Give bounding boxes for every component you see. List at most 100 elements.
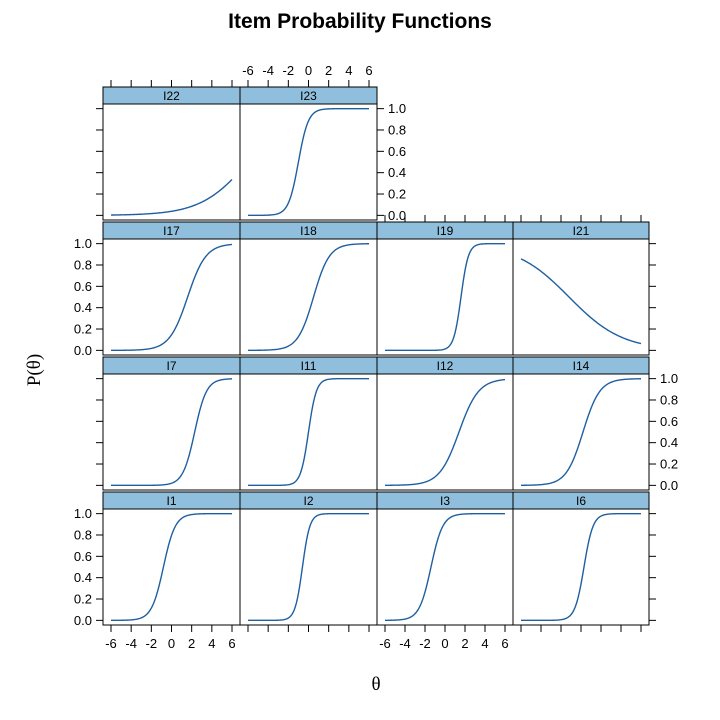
x-tick-label: -2 <box>283 63 295 78</box>
y-tick-label: 0.2 <box>660 457 678 472</box>
x-tick-label: -2 <box>419 636 431 651</box>
y-tick-label: 0.6 <box>660 414 678 429</box>
panel-strip-label: I14 <box>573 359 590 373</box>
panel-strip-label: I2 <box>303 494 313 508</box>
y-tick-label: 0.0 <box>388 208 406 223</box>
x-tick-label: -4 <box>399 636 411 651</box>
panel-I1: I1 <box>102 491 241 626</box>
panel-frame <box>376 373 514 491</box>
panel-frame <box>102 508 241 626</box>
x-tick-label: 2 <box>325 63 332 78</box>
y-tick-label: 0.4 <box>388 165 406 180</box>
panel-frame <box>512 373 650 491</box>
panel-frame <box>239 238 378 356</box>
x-tick-label: 0 <box>305 63 312 78</box>
panel-strip <box>512 491 650 510</box>
panel-strip-label: I23 <box>300 89 317 103</box>
y-tick-label: 0.6 <box>74 549 92 564</box>
panel-I14: I14 <box>512 356 650 491</box>
y-tick-label: 0.4 <box>74 300 92 315</box>
y-tick-label: 0.6 <box>388 144 406 159</box>
x-tick-label: -4 <box>125 636 137 651</box>
panel-frame <box>376 508 514 626</box>
y-tick-label: 1.0 <box>74 506 92 521</box>
panel-I6: I6 <box>512 491 650 626</box>
y-tick-label: 0.0 <box>660 478 678 493</box>
x-tick-label: -6 <box>105 636 117 651</box>
probability-curve <box>111 378 233 487</box>
x-tick-label: 6 <box>228 636 235 651</box>
y-tick-label: 0.0 <box>74 343 92 358</box>
panel-I11: I11 <box>239 356 378 491</box>
probability-curve <box>248 243 370 352</box>
y-tick-label: 0.2 <box>74 592 92 607</box>
panel-strip-label: I12 <box>437 359 454 373</box>
panel-frame <box>102 373 241 491</box>
y-tick-label: 0.8 <box>74 257 92 272</box>
panel-I18: I18 <box>239 221 378 356</box>
probability-curve <box>520 258 642 345</box>
probability-curve <box>248 107 369 217</box>
y-tick-label: 0.4 <box>74 570 92 585</box>
y-tick-label: 0.8 <box>660 392 678 407</box>
panel-I23: I23 <box>239 86 378 221</box>
panel-frame <box>376 238 514 356</box>
panel-I21: I21 <box>512 221 650 356</box>
probability-curve <box>248 512 369 622</box>
panel-strip-label: I22 <box>163 89 180 103</box>
panel-strip-label: I19 <box>437 224 454 238</box>
probability-curve <box>520 378 642 486</box>
x-tick-label: 6 <box>365 63 372 78</box>
panel-frame <box>102 103 241 221</box>
y-tick-label: 0.6 <box>74 279 92 294</box>
panel-frame <box>102 238 241 356</box>
x-tick-label: -6 <box>379 636 391 651</box>
x-tick-label: 0 <box>441 636 448 651</box>
x-tick-label: 4 <box>481 636 488 651</box>
panel-strip-label: I1 <box>166 494 176 508</box>
y-tick-label: 1.0 <box>660 371 678 386</box>
y-tick-label: 0.8 <box>388 122 406 137</box>
x-tick-label: 6 <box>501 636 508 651</box>
probability-curve <box>521 512 641 622</box>
x-tick-label: 2 <box>461 636 468 651</box>
y-tick-label: 0.4 <box>660 435 678 450</box>
x-tick-label: 4 <box>208 636 215 651</box>
probability-curve <box>248 377 369 487</box>
panel-I22: I22 <box>102 86 241 221</box>
y-tick-label: 0.2 <box>74 322 92 337</box>
panel-strip-label: I18 <box>300 224 317 238</box>
panel-frame <box>512 508 650 626</box>
x-tick-label: 2 <box>188 636 195 651</box>
probability-curve <box>111 512 232 622</box>
probability-curve <box>110 178 233 216</box>
x-tick-label: 4 <box>345 63 352 78</box>
chart-title: Item Probability Functions <box>228 10 492 33</box>
probability-curve <box>385 378 506 486</box>
y-tick-label: 0.8 <box>74 527 92 542</box>
panel-strip-label: I7 <box>166 359 176 373</box>
panel-I12: I12 <box>376 356 514 491</box>
panel-I3: I3 <box>376 491 514 626</box>
x-tick-label: -4 <box>262 63 274 78</box>
panel-strip-label: I3 <box>440 494 450 508</box>
y-tick-label: 0.2 <box>388 187 406 202</box>
panel-strip-label: I21 <box>573 224 590 238</box>
panel-frame <box>512 238 650 356</box>
x-tick-label: -6 <box>242 63 254 78</box>
panel-strip <box>512 356 650 375</box>
y-tick-label: 0.0 <box>74 613 92 628</box>
x-tick-label: -2 <box>146 636 158 651</box>
panel-frame <box>239 508 378 626</box>
probability-curve <box>385 242 505 352</box>
probability-curve <box>384 512 505 622</box>
probability-curve <box>110 243 233 352</box>
panel-strip-label: I6 <box>576 494 586 508</box>
panel-I2: I2 <box>239 491 378 626</box>
y-tick-label: 1.0 <box>388 101 406 116</box>
panel-I17: I17 <box>102 221 241 356</box>
x-tick-label: 0 <box>168 636 175 651</box>
panel-I7: I7 <box>102 356 241 491</box>
